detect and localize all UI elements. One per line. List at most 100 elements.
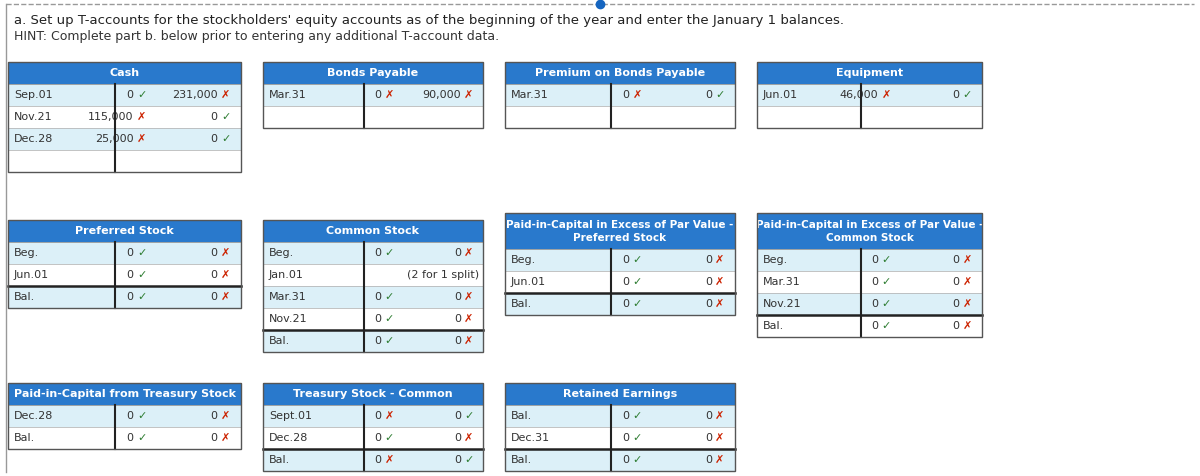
Text: 0: 0: [374, 248, 382, 258]
Bar: [8, 383, 241, 405]
Text: HINT: Complete part b. below prior to entering any additional T-account data.: HINT: Complete part b. below prior to en…: [14, 30, 499, 43]
Text: Jan.01: Jan.01: [269, 270, 304, 280]
Text: 0: 0: [127, 411, 133, 421]
Text: ✗: ✗: [221, 433, 230, 443]
Text: 0: 0: [374, 411, 382, 421]
Text: Bal.: Bal.: [269, 455, 290, 465]
Text: ✗: ✗: [715, 411, 725, 421]
Text: ✓: ✓: [715, 90, 725, 100]
Bar: [505, 271, 734, 293]
Bar: [8, 150, 241, 172]
Text: 0: 0: [210, 134, 217, 144]
Text: 0: 0: [454, 314, 461, 324]
Text: 0: 0: [622, 411, 629, 421]
Bar: [263, 330, 482, 352]
Text: ✗: ✗: [464, 433, 473, 443]
Text: Sep.01: Sep.01: [14, 90, 53, 100]
Bar: [8, 84, 241, 106]
Text: Bal.: Bal.: [763, 321, 785, 331]
Text: ✗: ✗: [962, 299, 972, 309]
Text: Beg.: Beg.: [269, 248, 294, 258]
Bar: [505, 106, 734, 128]
Text: 46,000: 46,000: [840, 90, 878, 100]
Text: ✗: ✗: [882, 90, 890, 100]
Text: 115,000: 115,000: [88, 112, 133, 122]
Bar: [263, 220, 482, 242]
Bar: [505, 213, 734, 315]
Text: ✗: ✗: [464, 90, 473, 100]
Text: Nov.21: Nov.21: [14, 112, 53, 122]
Bar: [757, 213, 982, 249]
Text: 0: 0: [127, 270, 133, 280]
Text: 0: 0: [127, 292, 133, 302]
Bar: [263, 427, 482, 449]
Text: 0: 0: [454, 411, 461, 421]
Text: 0: 0: [871, 277, 878, 287]
Text: Bal.: Bal.: [511, 455, 533, 465]
Text: Mar.31: Mar.31: [269, 90, 307, 100]
Bar: [505, 427, 734, 449]
Text: 0: 0: [374, 292, 382, 302]
Text: 0: 0: [454, 248, 461, 258]
Text: 0: 0: [374, 433, 382, 443]
Text: 0: 0: [127, 248, 133, 258]
Bar: [757, 84, 982, 106]
Text: ✗: ✗: [715, 255, 725, 265]
Text: Jun.01: Jun.01: [511, 277, 546, 287]
Text: 0: 0: [704, 455, 712, 465]
Bar: [8, 128, 241, 150]
Bar: [757, 249, 982, 271]
Text: 0: 0: [622, 455, 629, 465]
Text: ✓: ✓: [137, 248, 146, 258]
Text: Preferred Stock: Preferred Stock: [574, 233, 666, 243]
Bar: [8, 220, 241, 242]
Text: Nov.21: Nov.21: [269, 314, 307, 324]
Text: 0: 0: [953, 90, 959, 100]
Text: 0: 0: [704, 277, 712, 287]
Text: ✗: ✗: [715, 455, 725, 465]
Text: Retained Earnings: Retained Earnings: [563, 389, 677, 399]
Text: 0: 0: [454, 433, 461, 443]
Text: 0: 0: [704, 299, 712, 309]
Bar: [505, 249, 734, 271]
Text: 0: 0: [622, 90, 629, 100]
Text: ✓: ✓: [882, 255, 890, 265]
Text: 0: 0: [210, 270, 217, 280]
Text: Bal.: Bal.: [511, 411, 533, 421]
Text: Jun.01: Jun.01: [763, 90, 798, 100]
Bar: [505, 84, 734, 106]
Text: 231,000: 231,000: [172, 90, 217, 100]
Text: ✗: ✗: [715, 277, 725, 287]
Text: Dec.31: Dec.31: [511, 433, 550, 443]
Text: ✗: ✗: [464, 292, 473, 302]
Bar: [505, 293, 734, 315]
Bar: [263, 62, 482, 84]
Text: Beg.: Beg.: [14, 248, 40, 258]
Text: ✓: ✓: [632, 411, 642, 421]
Bar: [757, 106, 982, 128]
Text: 0: 0: [210, 248, 217, 258]
Bar: [505, 213, 734, 249]
Text: Beg.: Beg.: [763, 255, 788, 265]
Text: Premium on Bonds Payable: Premium on Bonds Payable: [535, 68, 706, 78]
Text: ✗: ✗: [715, 433, 725, 443]
Bar: [263, 84, 482, 106]
Bar: [505, 62, 734, 128]
Text: ✓: ✓: [632, 255, 642, 265]
Text: ✓: ✓: [882, 299, 890, 309]
Bar: [263, 286, 482, 308]
Text: 0: 0: [953, 299, 959, 309]
Text: 0: 0: [953, 255, 959, 265]
Text: 0: 0: [704, 411, 712, 421]
Text: Paid-in-Capital in Excess of Par Value -: Paid-in-Capital in Excess of Par Value -: [506, 220, 733, 230]
Text: 0: 0: [210, 292, 217, 302]
Text: ✗: ✗: [221, 248, 230, 258]
Bar: [8, 264, 241, 286]
Text: ✗: ✗: [464, 248, 473, 258]
Text: 0: 0: [871, 255, 878, 265]
Bar: [8, 405, 241, 427]
Text: 0: 0: [210, 433, 217, 443]
Text: Beg.: Beg.: [511, 255, 536, 265]
Text: ✗: ✗: [962, 255, 972, 265]
Text: Bonds Payable: Bonds Payable: [328, 68, 419, 78]
